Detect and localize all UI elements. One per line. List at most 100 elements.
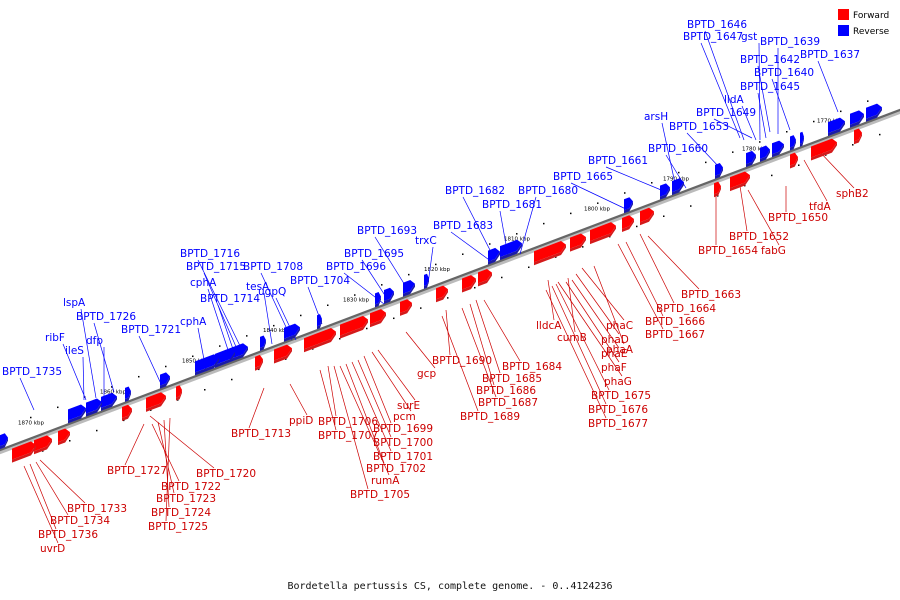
forward-gene-label[interactable]: ppiD (289, 415, 313, 427)
forward-gene-label[interactable]: gcp (417, 368, 436, 380)
forward-gene-label[interactable]: BPTD_1724 (151, 507, 211, 519)
reverse-gene-arrow[interactable] (125, 386, 131, 399)
reverse-gene-arrow[interactable] (195, 354, 219, 373)
reverse-gene-label[interactable]: BPTD_1682 (445, 185, 505, 197)
reverse-gene-arrow[interactable] (160, 372, 170, 386)
reverse-gene-arrow[interactable] (772, 140, 784, 155)
reverse-gene-label[interactable]: trxC (415, 235, 437, 247)
reverse-gene-arrow[interactable] (500, 239, 522, 258)
forward-gene-label[interactable]: fabG (761, 245, 786, 257)
reverse-gene-arrow[interactable] (672, 178, 684, 193)
forward-gene-label[interactable]: BPTD_1722 (161, 481, 221, 493)
reverse-gene-label[interactable]: BPTD_1708 (243, 261, 303, 273)
forward-gene-arrow[interactable] (590, 222, 616, 242)
forward-gene-label[interactable]: BPTD_1663 (681, 289, 741, 301)
forward-gene-label[interactable]: BPTD_1650 (768, 212, 828, 224)
reverse-gene-label[interactable]: BPTD_1639 (760, 36, 820, 48)
forward-gene-label[interactable]: BPTD_1699 (373, 423, 433, 435)
forward-gene-label[interactable]: BPTD_1705 (350, 489, 410, 501)
reverse-gene-arrow[interactable] (746, 150, 756, 165)
forward-gene-label[interactable]: BPTD_1707 (318, 430, 378, 442)
forward-gene-label[interactable]: BPTD_1687 (478, 397, 538, 409)
reverse-gene-arrow[interactable] (660, 183, 670, 197)
forward-gene-label[interactable]: phaF (601, 362, 627, 374)
reverse-gene-label[interactable]: BPTD_1693 (357, 225, 417, 237)
forward-gene-label[interactable]: BPTD_1675 (591, 390, 651, 402)
forward-gene-label[interactable]: BPTD_1725 (148, 521, 208, 533)
reverse-gene-label[interactable]: BPTD_1653 (669, 121, 729, 133)
reverse-gene-arrow[interactable] (424, 273, 429, 286)
reverse-gene-arrow[interactable] (828, 117, 845, 134)
forward-gene-arrow[interactable] (570, 233, 586, 249)
forward-gene-label[interactable]: BPTD_1701 (373, 451, 433, 463)
reverse-gene-label[interactable]: lspA (63, 297, 86, 309)
reverse-gene-label[interactable]: BPTD_1681 (482, 199, 542, 211)
reverse-gene-label[interactable]: BPTD_1640 (754, 67, 814, 79)
forward-gene-arrow[interactable] (730, 171, 750, 189)
reverse-gene-label[interactable]: BPTD_1661 (588, 155, 648, 167)
reverse-gene-label[interactable]: BPTD_1660 (648, 143, 708, 155)
reverse-gene-label[interactable]: BPTD_1696 (326, 261, 386, 273)
forward-gene-arrow[interactable] (274, 344, 292, 361)
reverse-gene-label[interactable]: BPTD_1726 (76, 311, 136, 323)
reverse-gene-label[interactable]: cphA (190, 277, 217, 289)
reverse-gene-arrow[interactable] (284, 323, 300, 339)
forward-gene-label[interactable]: BPTD_1654 (698, 245, 758, 257)
reverse-gene-arrow[interactable] (215, 348, 235, 365)
reverse-gene-label[interactable]: BPTD_1645 (740, 81, 800, 93)
forward-gene-arrow[interactable] (58, 428, 70, 443)
forward-gene-arrow[interactable] (622, 215, 634, 229)
reverse-gene-arrow[interactable] (624, 197, 633, 211)
forward-gene-label[interactable]: phaC (606, 320, 633, 332)
forward-gene-arrow[interactable] (640, 207, 654, 223)
forward-gene-label[interactable]: sphB2 (836, 188, 869, 200)
reverse-gene-arrow[interactable] (800, 131, 804, 144)
reverse-gene-label[interactable]: BPTD_1665 (553, 171, 613, 183)
forward-gene-arrow[interactable] (370, 309, 386, 325)
reverse-gene-arrow[interactable] (86, 398, 102, 414)
reverse-gene-arrow[interactable] (101, 392, 117, 408)
forward-gene-arrow[interactable] (436, 285, 448, 300)
forward-gene-label[interactable]: pcm (393, 411, 416, 423)
reverse-gene-arrow[interactable] (317, 314, 322, 327)
forward-gene-label[interactable]: BPTD_1736 (38, 529, 98, 541)
forward-gene-arrow[interactable] (534, 241, 566, 263)
forward-gene-arrow[interactable] (146, 392, 166, 409)
forward-gene-label[interactable]: BPTD_1720 (196, 468, 256, 480)
reverse-gene-arrow[interactable] (790, 135, 796, 148)
forward-gene-label[interactable]: tfdA (809, 201, 831, 213)
forward-gene-label[interactable]: phaD (601, 334, 629, 346)
forward-gene-arrow[interactable] (854, 128, 862, 142)
forward-gene-label[interactable]: phaG (604, 376, 632, 388)
reverse-gene-label[interactable]: arsH (644, 111, 668, 123)
forward-gene-label[interactable]: BPTD_1667 (645, 329, 705, 341)
reverse-gene-arrow[interactable] (384, 287, 394, 301)
forward-gene-label[interactable]: BPTD_1690 (432, 355, 492, 367)
forward-gene-label[interactable]: BPTD_1666 (645, 316, 705, 328)
forward-gene-arrow[interactable] (462, 275, 476, 290)
reverse-gene-label[interactable]: ugpQ (258, 286, 286, 298)
reverse-gene-label[interactable]: BPTD_1680 (518, 185, 578, 197)
forward-gene-label[interactable]: BPTD_1723 (156, 493, 216, 505)
forward-gene-label[interactable]: BPTD_1706 (318, 416, 378, 428)
forward-gene-label[interactable]: lldcA (536, 320, 562, 332)
forward-gene-label[interactable]: BPTD_1713 (231, 428, 291, 440)
reverse-gene-label[interactable]: BPTD_1683 (433, 220, 493, 232)
forward-gene-arrow[interactable] (478, 269, 492, 284)
reverse-gene-label[interactable]: lldA (724, 94, 744, 106)
forward-gene-label[interactable]: surE (397, 400, 420, 412)
reverse-gene-label[interactable]: tesA (246, 281, 270, 293)
reverse-gene-label[interactable]: BPTD_1637 (800, 49, 860, 61)
reverse-gene-label[interactable]: gst (741, 31, 757, 43)
reverse-gene-label[interactable]: BPTD_1647 (683, 31, 743, 43)
forward-gene-arrow[interactable] (400, 299, 412, 313)
reverse-gene-label[interactable]: cphA (180, 316, 207, 328)
forward-gene-label[interactable]: BPTD_1702 (366, 463, 426, 475)
forward-gene-arrow[interactable] (255, 354, 263, 368)
forward-gene-label[interactable]: BPTD_1685 (482, 373, 542, 385)
reverse-gene-arrow[interactable] (866, 103, 882, 119)
reverse-gene-arrow[interactable] (375, 291, 381, 305)
forward-gene-arrow[interactable] (12, 441, 36, 460)
reverse-gene-arrow[interactable] (0, 433, 8, 447)
reverse-gene-arrow[interactable] (760, 145, 770, 159)
